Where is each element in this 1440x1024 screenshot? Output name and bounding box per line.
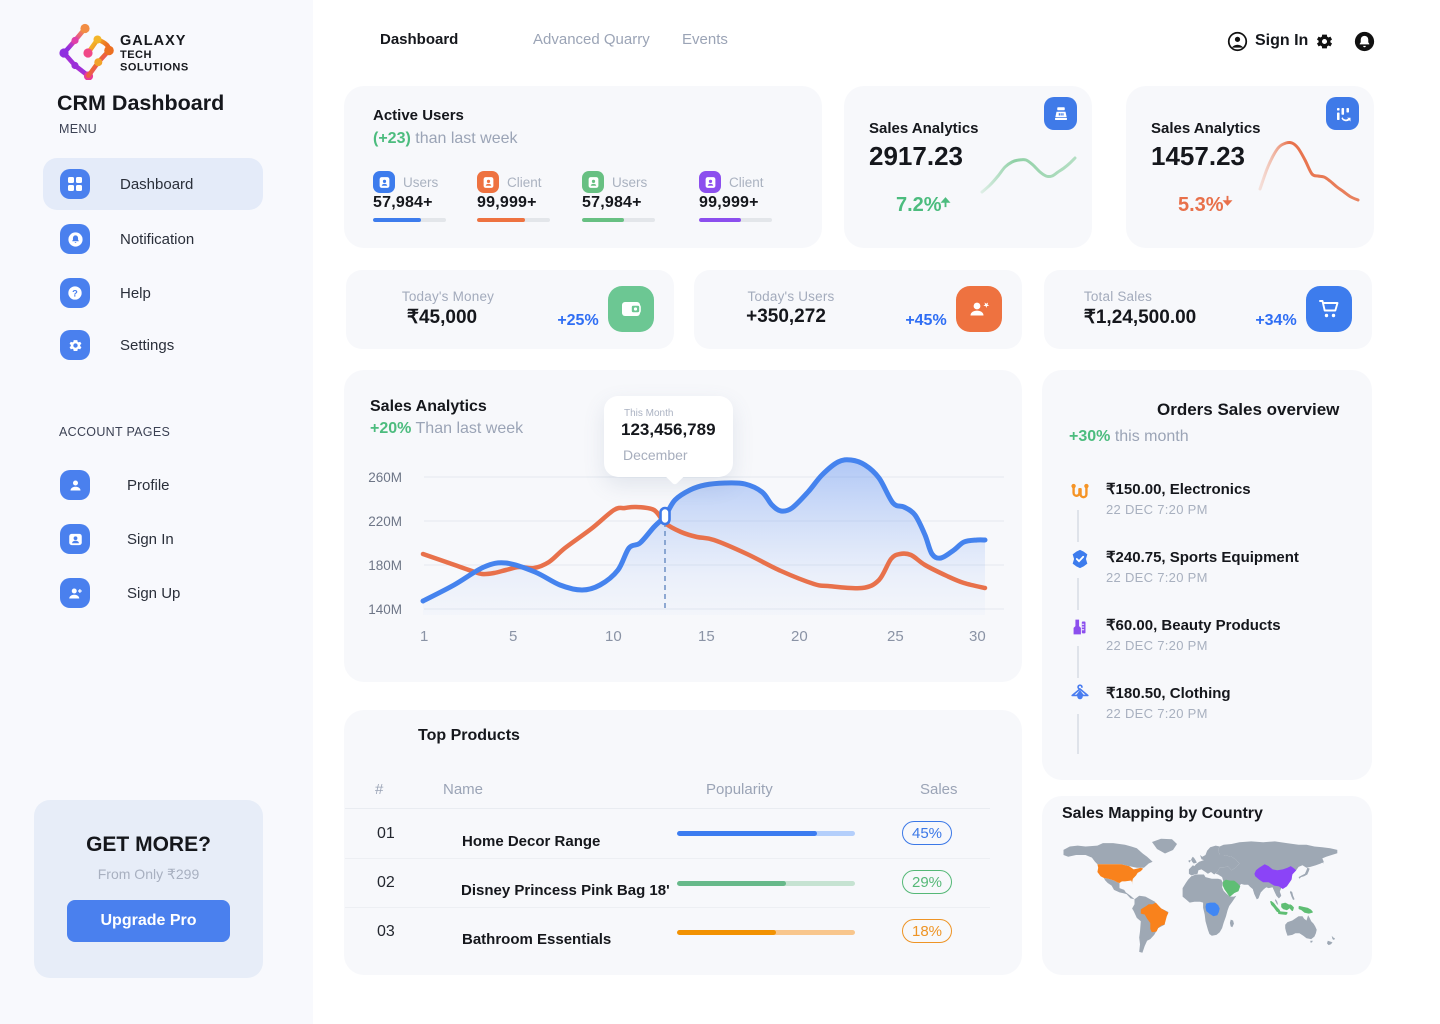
svg-text:TECH: TECH [120, 49, 152, 61]
svg-text:?: ? [72, 288, 78, 298]
svg-text:GALAXY: GALAXY [120, 33, 186, 49]
svg-text:SOLUTIONS: SOLUTIONS [120, 62, 188, 74]
